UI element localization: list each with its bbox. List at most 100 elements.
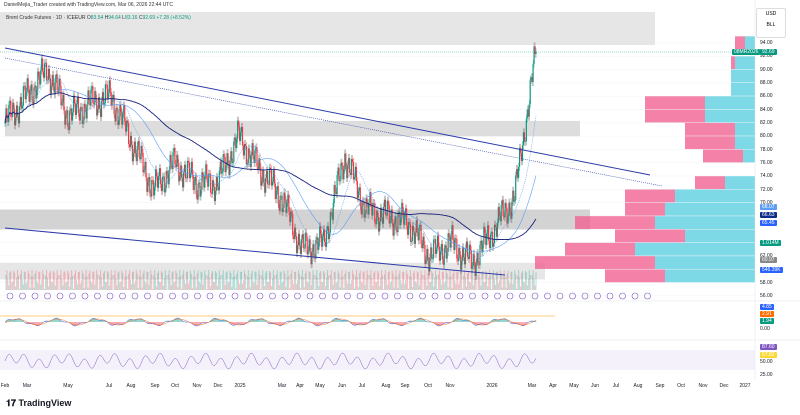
macd-histogram-bar (92, 318, 94, 322)
candle-body (104, 84, 107, 104)
candle-body (378, 221, 381, 232)
volume-bar (121, 270, 123, 290)
macd-histogram-bar (220, 320, 222, 322)
macd-histogram-bar (102, 320, 103, 322)
macd-histogram-bar (12, 319, 14, 322)
volume-bar (335, 282, 337, 290)
volume-bar (465, 286, 467, 290)
macd-histogram-bar (422, 319, 424, 322)
volume-profile-down (565, 242, 635, 256)
candle-body (136, 145, 138, 162)
volume-bar (77, 271, 79, 290)
macd-histogram-bar (151, 322, 153, 324)
candle-body (384, 199, 386, 215)
volume-bar (150, 270, 152, 290)
candle-body (458, 248, 460, 262)
volume-bar (318, 286, 320, 290)
volume-bar (188, 280, 190, 290)
macd-histogram-bar (499, 319, 501, 322)
volume-bar (342, 276, 344, 290)
candle-body (133, 141, 135, 153)
time-tick: Apr (296, 383, 304, 389)
volume-bar (428, 271, 430, 290)
volume-bar (49, 270, 51, 290)
volume-bar (393, 287, 395, 290)
macd-histogram-bar (261, 318, 263, 322)
volume-bar (245, 288, 247, 290)
candle-body (90, 89, 92, 106)
macd-histogram-bar (15, 319, 17, 322)
candle-body (301, 234, 303, 240)
currency-unit-button[interactable]: USD BLL (756, 8, 786, 38)
volume-bar (153, 275, 155, 290)
time-tick: 2027 (739, 383, 751, 389)
macd-histogram-bar (419, 318, 421, 322)
volume-bar (157, 272, 159, 290)
candle-body (503, 215, 505, 218)
volume-bar (61, 278, 63, 290)
tv-logo-icon: 𝟏𝟕 (6, 398, 19, 408)
candle-body (116, 107, 118, 109)
candle-body (454, 238, 456, 251)
volume-bar (242, 279, 244, 290)
low-value: 83.16 (124, 15, 138, 21)
volume-bar (186, 271, 188, 290)
candle-body (256, 147, 258, 167)
candle-body (444, 245, 446, 249)
volume-bar (284, 273, 286, 290)
volume-bar (285, 287, 287, 290)
volume-bar (351, 279, 353, 290)
macd-histogram-bar (399, 322, 401, 326)
macd-histogram-bar (182, 320, 184, 322)
candle-body (140, 145, 142, 160)
candle-body (442, 259, 444, 265)
volume-bar (155, 277, 157, 290)
candle-body (231, 151, 233, 164)
volume-bar (526, 285, 528, 290)
event-icon (331, 292, 339, 300)
volume-bar (383, 274, 385, 290)
candle-body (434, 239, 437, 254)
macd-histogram-bar (340, 320, 342, 322)
macd-histogram-bar (157, 322, 158, 326)
candle-body (222, 154, 224, 172)
macd-histogram-bar (385, 320, 387, 322)
macd-histogram-bar (253, 319, 255, 322)
volume-bar (224, 285, 226, 290)
volume-bar (525, 272, 527, 290)
candle-body (449, 237, 451, 248)
candle-body (181, 165, 183, 178)
candle-body (395, 216, 397, 231)
candle-body (199, 182, 201, 197)
volume-bar (279, 272, 281, 290)
volume-bar (324, 272, 326, 290)
macd-histogram-bar (219, 320, 221, 322)
macd-histogram-bar (473, 322, 475, 325)
volume-bar (101, 277, 103, 290)
macd-histogram-bar (301, 319, 303, 322)
candle-body (439, 250, 442, 261)
volume-bar (487, 286, 489, 290)
candle-body (211, 180, 214, 194)
volume-bar (46, 270, 48, 290)
macd-histogram-bar (384, 319, 386, 322)
candle-body (355, 166, 358, 182)
candle-body (363, 201, 365, 218)
macd-histogram-bar (18, 318, 19, 322)
macd-histogram-bar (199, 322, 201, 325)
macd-histogram-bar (166, 321, 168, 322)
macd-histogram-bar (96, 319, 98, 322)
candle-body (326, 226, 329, 230)
candle-body (510, 211, 512, 220)
volume-bar (310, 285, 312, 290)
candle-body (71, 108, 73, 121)
candle-body (81, 107, 83, 124)
volume-bar (203, 279, 205, 290)
macd-histogram-bar (137, 319, 139, 322)
volume-bar (209, 277, 211, 290)
macd-histogram-bar (25, 322, 27, 324)
macd-histogram-bar (104, 320, 105, 322)
volume-bar (131, 271, 133, 290)
volume-bar (420, 270, 422, 290)
